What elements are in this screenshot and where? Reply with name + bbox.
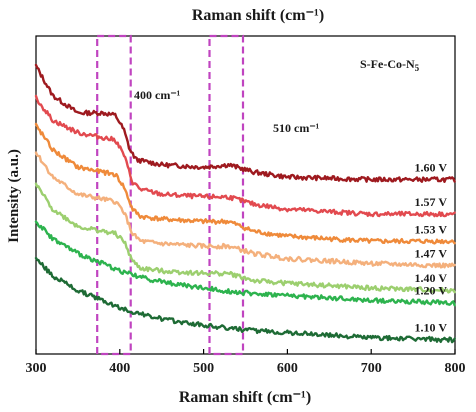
y-axis-label: Intensity (a.u.) [6, 149, 22, 243]
x-tick-label: 500 [193, 361, 214, 376]
x-tick-label: 400 [109, 361, 130, 376]
x-tick-label: 800 [445, 361, 466, 376]
annotation-400: 400 cm⁻¹ [134, 88, 181, 102]
x-axis-label: Raman shift (cm⁻¹) [179, 389, 311, 406]
series-line-1 [34, 63, 456, 183]
plot-frame [35, 35, 456, 355]
highlight-regions [96, 34, 245, 356]
x-tick-label: 600 [277, 361, 298, 376]
series-line-3 [34, 122, 456, 245]
series-label-4: 1.47 V [415, 247, 448, 261]
series-line-2 [34, 94, 456, 218]
series-group: 1.60 V 1.57 V 1.53 V 1.47 V 1.40 V1.20 V 1.10… [34, 63, 456, 344]
series-label-7: 1.10 V [415, 321, 448, 335]
series-line-6 [34, 220, 456, 307]
x-axis-ticks: 300 400 500 600 700 800 [26, 349, 466, 376]
highlight-region-1 [96, 34, 132, 356]
series-label-5: 1.40 V [415, 271, 448, 285]
x-tick-label: 300 [26, 361, 47, 376]
series-label-6: 1.20 V [415, 284, 448, 298]
series-line-5 [34, 182, 456, 294]
annotation-510: 510 cm⁻¹ [273, 121, 320, 135]
top-title: Raman shift (cm⁻¹) [192, 7, 324, 24]
series-label-3: 1.53 V [415, 222, 448, 236]
x-tick-label: 700 [361, 361, 382, 376]
highlight-region-2 [208, 34, 245, 356]
series-line-7 [34, 256, 456, 344]
series-label-1: 1.60 V [415, 161, 448, 175]
series-line-4 [34, 151, 456, 269]
series-label-2: 1.57 V [415, 195, 448, 209]
sample-label: S-Fe-Co-N5 [360, 57, 420, 73]
